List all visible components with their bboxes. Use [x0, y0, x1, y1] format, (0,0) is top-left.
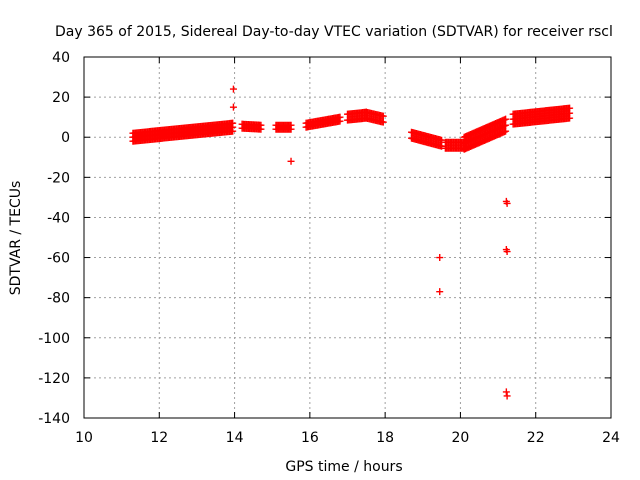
data-point-outlier [502, 388, 510, 396]
x-tick-label: 24 [602, 430, 620, 446]
y-tick-label: 40 [52, 50, 70, 66]
data-point [379, 112, 387, 120]
y-tick-label: 0 [61, 130, 70, 146]
data-point-outlier [287, 157, 295, 165]
data-point [379, 118, 387, 126]
x-tick-label: 14 [226, 430, 244, 446]
data-point [502, 121, 510, 129]
y-tick-label: 20 [52, 90, 70, 106]
y-tick-label: -20 [47, 170, 70, 186]
data-point-outlier [229, 85, 237, 93]
data-point-outlier [436, 254, 444, 262]
data-point [566, 104, 574, 112]
data-point [502, 127, 510, 135]
x-axis-label: GPS time / hours [285, 459, 402, 475]
y-tick-label: -60 [47, 251, 70, 267]
x-tick-label: 16 [301, 430, 319, 446]
data-point-outlier [503, 392, 511, 400]
y-axis-label: SDTVAR / TECUs [8, 181, 24, 296]
data-point [502, 115, 510, 123]
x-tick-label: 20 [452, 430, 470, 446]
plot-frame [83, 56, 612, 419]
data-point [438, 142, 446, 150]
y-tick-label: -40 [47, 210, 70, 226]
data-point-outlier [503, 248, 511, 256]
data-point-outlier [436, 288, 444, 296]
x-tick-label: 12 [150, 430, 168, 446]
data-point [438, 136, 446, 144]
tick-labels-layer: 10 12 14 16 18 20 22 24 40 20 0 -20 -40 -60 -80 -100 -12… [38, 50, 620, 446]
data-point [229, 119, 237, 127]
data-point-outlier [229, 103, 237, 111]
x-tick-label: 10 [75, 430, 93, 446]
x-tick-label: 22 [527, 430, 545, 446]
y-tick-label: -80 [47, 291, 70, 307]
data-point [257, 121, 265, 129]
y-tick-label: -140 [38, 411, 70, 427]
data-point [336, 113, 344, 121]
data-points-layer [129, 85, 574, 400]
x-tick-label: 18 [376, 430, 394, 446]
y-tick-label: -100 [38, 331, 70, 347]
chart-title: Day 365 of 2015, Sidereal Day-to-day VTE… [55, 24, 613, 40]
data-point-outlier [503, 199, 511, 207]
data-point [287, 121, 295, 129]
y-tick-label: -120 [38, 371, 70, 387]
